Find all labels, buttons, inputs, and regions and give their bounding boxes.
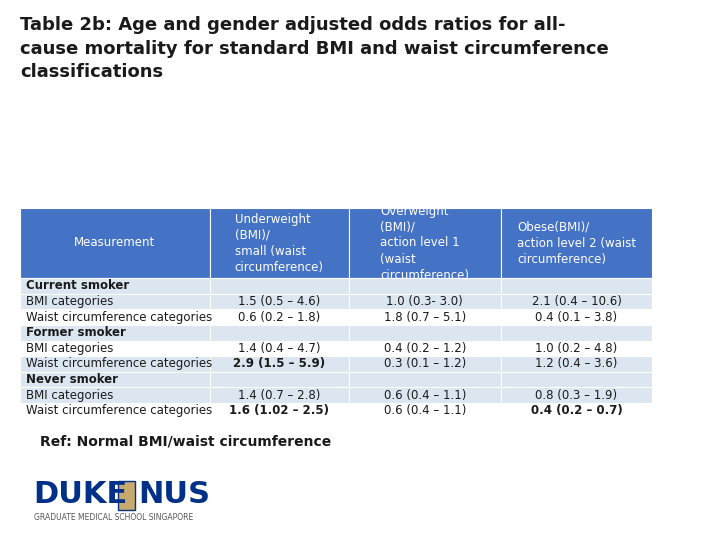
Bar [20, 403, 210, 418]
Bar [500, 208, 652, 278]
Text: 0.8 (0.3 – 1.9): 0.8 (0.3 – 1.9) [536, 389, 618, 402]
Text: 0.3 (0.1 – 1.2): 0.3 (0.1 – 1.2) [384, 357, 466, 370]
Text: 0.6 (0.4 – 1.1): 0.6 (0.4 – 1.1) [384, 389, 466, 402]
Text: 1.0 (0.3- 3.0): 1.0 (0.3- 3.0) [387, 295, 463, 308]
Bar [20, 356, 210, 372]
Bar [20, 325, 210, 341]
Text: 1.0 (0.2 – 4.8): 1.0 (0.2 – 4.8) [536, 342, 618, 355]
Bar [210, 341, 349, 356]
Bar [210, 294, 349, 309]
Bar [210, 356, 349, 372]
Bar [20, 372, 210, 387]
Text: BMI categories: BMI categories [25, 295, 113, 308]
Text: 1.5 (0.5 – 4.6): 1.5 (0.5 – 4.6) [238, 295, 320, 308]
Bar [20, 341, 210, 356]
Bar [210, 309, 349, 325]
Bar [500, 309, 652, 325]
Bar [349, 356, 500, 372]
Bar [210, 208, 349, 278]
Text: 0.4 (0.2 – 1.2): 0.4 (0.2 – 1.2) [384, 342, 466, 355]
Text: 1.6 (1.02 – 2.5): 1.6 (1.02 – 2.5) [230, 404, 329, 417]
Bar [20, 294, 210, 309]
Bar [500, 403, 652, 418]
Bar [349, 341, 500, 356]
Bar [500, 341, 652, 356]
Text: Underweight
(BMI)/
small (waist
circumference): Underweight (BMI)/ small (waist circumfe… [235, 213, 324, 273]
Text: DUKE: DUKE [34, 480, 128, 509]
Text: NUS: NUS [138, 480, 210, 509]
Bar [210, 403, 349, 418]
Bar [20, 208, 210, 278]
Bar [210, 387, 349, 403]
Bar [20, 278, 210, 294]
Text: Obese(BMI)/
action level 2 (waist
circumference): Obese(BMI)/ action level 2 (waist circum… [517, 220, 636, 266]
Text: 1.8 (0.7 – 5.1): 1.8 (0.7 – 5.1) [384, 310, 466, 323]
Bar [500, 325, 652, 341]
Text: 1.4 (0.7 – 2.8): 1.4 (0.7 – 2.8) [238, 389, 320, 402]
Text: Former smoker: Former smoker [25, 326, 125, 339]
Text: Overweight
(BMI)/
action level 1
(waist
circumference): Overweight (BMI)/ action level 1 (waist … [380, 205, 469, 281]
Bar [500, 294, 652, 309]
Text: Current smoker: Current smoker [25, 279, 129, 292]
Bar [500, 356, 652, 372]
Bar [500, 372, 652, 387]
Text: 0.6 (0.4 – 1.1): 0.6 (0.4 – 1.1) [384, 404, 466, 417]
Text: 0.4 (0.1 – 3.8): 0.4 (0.1 – 3.8) [536, 310, 618, 323]
Bar [349, 294, 500, 309]
Text: BMI categories: BMI categories [25, 342, 113, 355]
Text: 2.1 (0.4 – 10.6): 2.1 (0.4 – 10.6) [531, 295, 621, 308]
Text: GRADUATE MEDICAL SCHOOL SINGAPORE: GRADUATE MEDICAL SCHOOL SINGAPORE [34, 513, 193, 522]
Bar [349, 387, 500, 403]
Bar [349, 325, 500, 341]
Bar [500, 278, 652, 294]
Bar [20, 387, 210, 403]
Text: 1.4 (0.4 – 4.7): 1.4 (0.4 – 4.7) [238, 342, 320, 355]
Text: 2.9 (1.5 – 5.9): 2.9 (1.5 – 5.9) [233, 357, 325, 370]
Bar [349, 278, 500, 294]
Text: 1.2 (0.4 – 3.6): 1.2 (0.4 – 3.6) [535, 357, 618, 370]
Text: Waist circumference categories: Waist circumference categories [25, 357, 212, 370]
Bar [210, 278, 349, 294]
Text: 0.6 (0.2 – 1.8): 0.6 (0.2 – 1.8) [238, 310, 320, 323]
Text: Waist circumference categories: Waist circumference categories [25, 310, 212, 323]
Text: Ref: Normal BMI/waist circumference: Ref: Normal BMI/waist circumference [40, 435, 332, 449]
Text: 0.4 (0.2 – 0.7): 0.4 (0.2 – 0.7) [531, 404, 622, 417]
Bar [349, 309, 500, 325]
Bar [500, 387, 652, 403]
Text: BMI categories: BMI categories [25, 389, 113, 402]
FancyBboxPatch shape [117, 481, 135, 510]
Text: Never smoker: Never smoker [25, 373, 117, 386]
Text: Measurement: Measurement [74, 237, 156, 249]
Bar [210, 325, 349, 341]
Text: Waist circumference categories: Waist circumference categories [25, 404, 212, 417]
Bar [210, 372, 349, 387]
Text: Table 2b: Age and gender adjusted odds ratios for all-
cause mortality for stand: Table 2b: Age and gender adjusted odds r… [20, 16, 609, 82]
Bar [20, 309, 210, 325]
Bar [349, 403, 500, 418]
Bar [349, 372, 500, 387]
Bar [349, 208, 500, 278]
